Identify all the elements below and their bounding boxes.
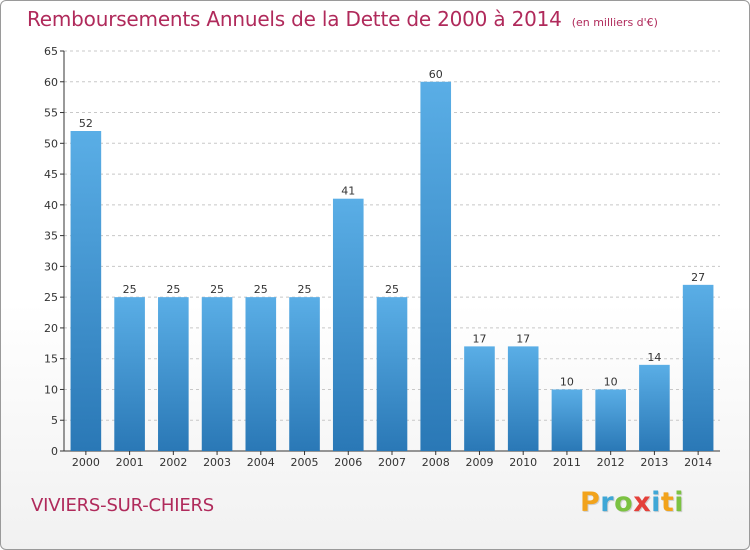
bar (639, 364, 670, 451)
bar-value-label: 10 (604, 375, 618, 388)
bar-value-label: 52 (79, 117, 93, 130)
bar-value-label: 60 (429, 68, 443, 81)
logo-letter: i (674, 487, 685, 518)
bar-value-label: 25 (210, 283, 224, 296)
logo-letter: o (614, 487, 634, 518)
logo-letter: x (633, 487, 652, 518)
x-tick-label: 2001 (116, 456, 144, 469)
bar-value-label: 25 (254, 283, 268, 296)
y-tick-label: 35 (44, 230, 58, 243)
x-tick-label: 2013 (640, 456, 668, 469)
y-tick-label: 20 (44, 322, 58, 335)
y-tick-label: 5 (51, 414, 58, 427)
x-tick-label: 2010 (509, 456, 537, 469)
bar-value-label: 25 (298, 283, 312, 296)
bar (464, 346, 495, 451)
chart-title-text: Remboursements Annuels de la Dette de 20… (27, 7, 562, 31)
logo-letter: t (660, 487, 675, 518)
bar (595, 389, 626, 451)
y-tick-label: 60 (44, 76, 58, 89)
bar-value-label: 25 (166, 283, 180, 296)
proxiti-logo: Proxiti (580, 487, 684, 518)
x-tick-label: 2005 (291, 456, 319, 469)
y-tick-label: 0 (51, 445, 58, 458)
x-tick-label: 2012 (597, 456, 625, 469)
y-tick-label: 50 (44, 137, 58, 150)
bar (420, 81, 452, 452)
chart-unit: (en milliers d'€) (571, 16, 658, 29)
bar (114, 297, 145, 451)
bar (332, 198, 364, 451)
bar (289, 297, 320, 451)
bar (682, 284, 714, 451)
bar (70, 131, 102, 451)
city-name: VIVIERS-SUR-CHIERS (31, 495, 215, 516)
x-tick-label: 2008 (422, 456, 450, 469)
bar (507, 346, 539, 451)
bar (551, 389, 583, 451)
bar-value-label: 25 (123, 283, 137, 296)
logo-letter: r (600, 487, 615, 518)
x-tick-label: 2002 (159, 456, 187, 469)
bar-value-label: 27 (691, 271, 705, 284)
y-tick-label: 40 (44, 199, 58, 212)
chart-title: Remboursements Annuels de la Dette de 20… (27, 7, 658, 31)
y-tick-label: 15 (44, 353, 58, 366)
y-tick-label: 25 (44, 291, 58, 304)
x-tick-label: 2014 (684, 456, 712, 469)
x-tick-label: 2007 (378, 456, 406, 469)
bar-value-label: 10 (560, 375, 574, 388)
bar-value-label: 14 (647, 351, 661, 364)
x-tick-label: 2011 (553, 456, 581, 469)
bar-value-label: 41 (341, 185, 355, 198)
bar-value-label: 25 (385, 283, 399, 296)
y-tick-label: 10 (44, 383, 58, 396)
bar-value-label: 17 (472, 332, 486, 345)
y-tick-label: 45 (44, 168, 58, 181)
x-tick-label: 2003 (203, 456, 231, 469)
x-tick-label: 2006 (334, 456, 362, 469)
y-tick-label: 30 (44, 260, 58, 273)
x-tick-label: 2000 (72, 456, 100, 469)
bar-value-label: 17 (516, 332, 530, 345)
bar (245, 297, 277, 451)
x-tick-label: 2009 (465, 456, 493, 469)
y-tick-label: 55 (44, 107, 58, 120)
y-tick-label: 65 (44, 45, 58, 58)
bar (376, 297, 408, 451)
bar (201, 297, 233, 451)
bar (158, 297, 189, 451)
logo-letter: i (651, 487, 661, 518)
logo-letter: P (580, 487, 601, 518)
x-tick-label: 2004 (247, 456, 275, 469)
